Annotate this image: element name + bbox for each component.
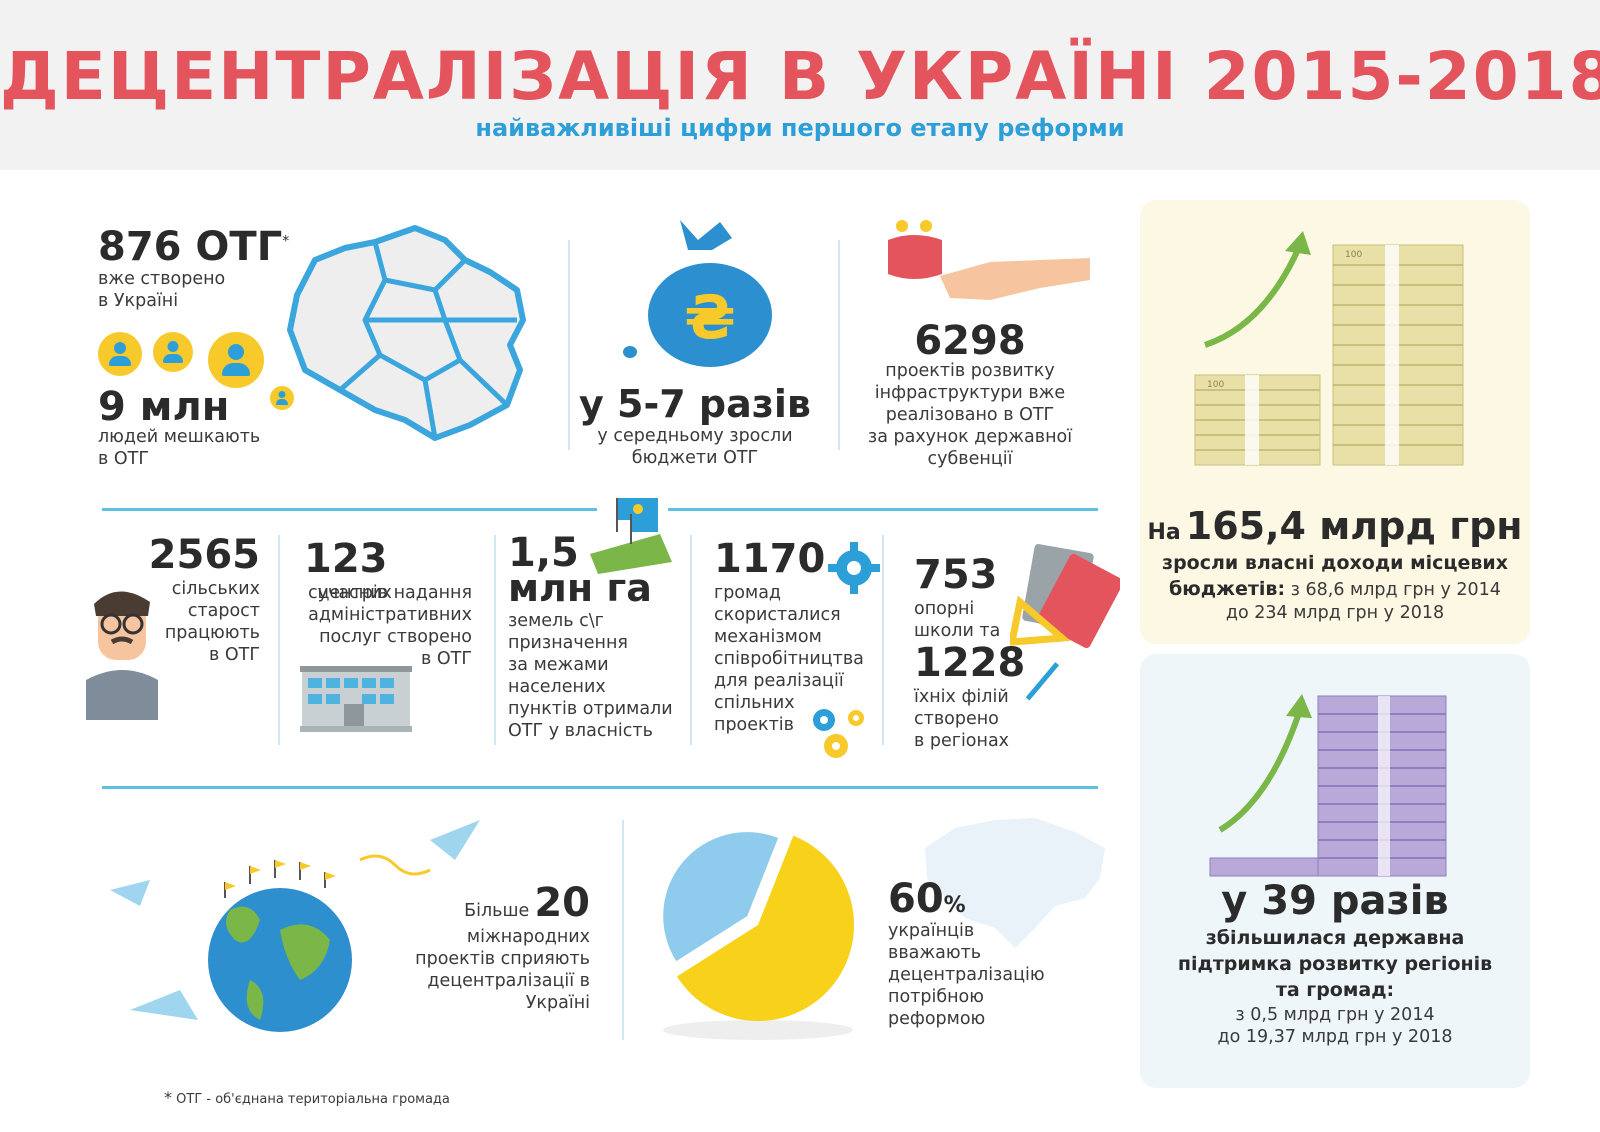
people-value: 9 млн	[98, 384, 230, 430]
divider	[882, 535, 884, 745]
coop-desc: громад скористалися механізмом співробіт…	[714, 583, 864, 735]
otg-asterisk: *	[282, 233, 290, 250]
coop-value: 1170	[714, 536, 826, 582]
local-budget-value-line: На 165,4 млрд грн	[1147, 504, 1523, 548]
divider	[568, 240, 570, 450]
banknote-label: 100	[1207, 380, 1224, 390]
elders-value: 2565	[148, 532, 260, 578]
money-stacks-purple-icon	[1209, 694, 1447, 877]
budget-desc: у середньому зросли бюджети ОТГ	[597, 426, 793, 468]
person-icon	[98, 332, 142, 376]
otg-desc: вже створено в Україні	[98, 269, 226, 311]
person-icon	[153, 332, 193, 372]
banknote-label: 100	[1345, 250, 1362, 260]
divider	[690, 535, 692, 745]
flag-icon	[616, 498, 658, 532]
page-subtitle: найважливіші цифри першого етапу реформи	[475, 114, 1125, 142]
people-desc: людей мешкають в ОТГ	[98, 427, 261, 469]
svg-text:₴: ₴	[684, 283, 736, 353]
local-budget-line1: зросли власні доходи місцевих	[1162, 552, 1508, 574]
divider	[278, 535, 280, 745]
state-support-value: у 39 разів	[1221, 878, 1449, 924]
divider	[494, 535, 496, 745]
school-supplies-icon	[1010, 544, 1120, 701]
header: ДЕЦЕНТРАЛІЗАЦІЯ В УКРАЇНІ 2015-2018 найв…	[0, 0, 1600, 170]
money-bag-icon: ₴	[623, 220, 772, 367]
centers-value: 123	[304, 536, 388, 582]
survey-value-line: 60%	[888, 876, 966, 922]
state-support-lines: з 0,5 млрд грн у 2014 до 19,37 млрд грн …	[1217, 1005, 1453, 1047]
ukraine-map-icon	[925, 818, 1105, 948]
field-flag-icon	[590, 514, 672, 574]
globe-illustration	[110, 820, 480, 1032]
section-divider	[102, 508, 597, 511]
elders-desc: сільських старост працюють в ОТГ	[164, 579, 260, 665]
survey-value: 60	[888, 876, 944, 922]
gears-icon	[813, 709, 864, 758]
otg-count: 876 ОТГ*	[98, 224, 289, 270]
projects-value: 6298	[914, 318, 1026, 364]
gear-icon	[828, 542, 880, 594]
land-value-2: млн га	[508, 566, 652, 610]
building-icon	[300, 666, 412, 732]
section-divider	[668, 508, 1098, 511]
divider	[622, 820, 624, 1040]
local-budget-value: 165,4 млрд грн	[1185, 504, 1523, 548]
intl-desc: міжнародних проектів сприяють децентралі…	[415, 927, 590, 1013]
branches-value: 1228	[914, 640, 1026, 686]
intl-value-line: Більше 20	[464, 880, 590, 926]
page-title: ДЕЦЕНТРАЛІЗАЦІЯ В УКРАЇНІ 2015-2018	[0, 38, 1600, 115]
land-value-1: 1,5	[508, 530, 579, 576]
footnote: * ОТГ - об'єднана територіальна громада	[164, 1088, 450, 1107]
centers-desc: центрів надання адміністративних послуг …	[308, 583, 472, 669]
land-desc: земель с\г призначення за межами населен…	[508, 611, 673, 741]
local-budget-line3: до 234 млрд грн у 2018	[1225, 603, 1445, 623]
projects-desc: проектів розвитку інфраструктури вже реа…	[867, 361, 1073, 469]
person-icon	[270, 386, 294, 410]
centers-value-line: 123 сучасних	[304, 536, 392, 603]
section-divider	[102, 786, 1098, 789]
divider	[838, 240, 840, 450]
wallet-hand-icon	[888, 220, 1090, 300]
budget-value: у 5-7 разів	[579, 382, 811, 426]
state-support-bold: збільшилася державна підтримка розвитку …	[1177, 927, 1493, 1001]
region-map-icon	[287, 225, 526, 441]
money-stacks-icon: 100 100	[1194, 231, 1464, 466]
person-icon	[208, 332, 264, 388]
schools-desc: опорні школи та	[914, 599, 1001, 641]
otg-count-value: 876 ОТГ	[98, 224, 283, 270]
village-elder-icon	[86, 591, 158, 720]
branches-desc: їхніх філій створено в регіонах	[914, 687, 1010, 751]
survey-desc: українців вважають децентралізацію потрі…	[888, 921, 1045, 1029]
schools-value: 753	[914, 552, 998, 598]
intl-value: 20	[534, 880, 590, 926]
local-budget-line2: бюджетів: з 68,6 млрд грн у 2014	[1169, 578, 1501, 600]
survey-pie	[663, 832, 854, 1040]
